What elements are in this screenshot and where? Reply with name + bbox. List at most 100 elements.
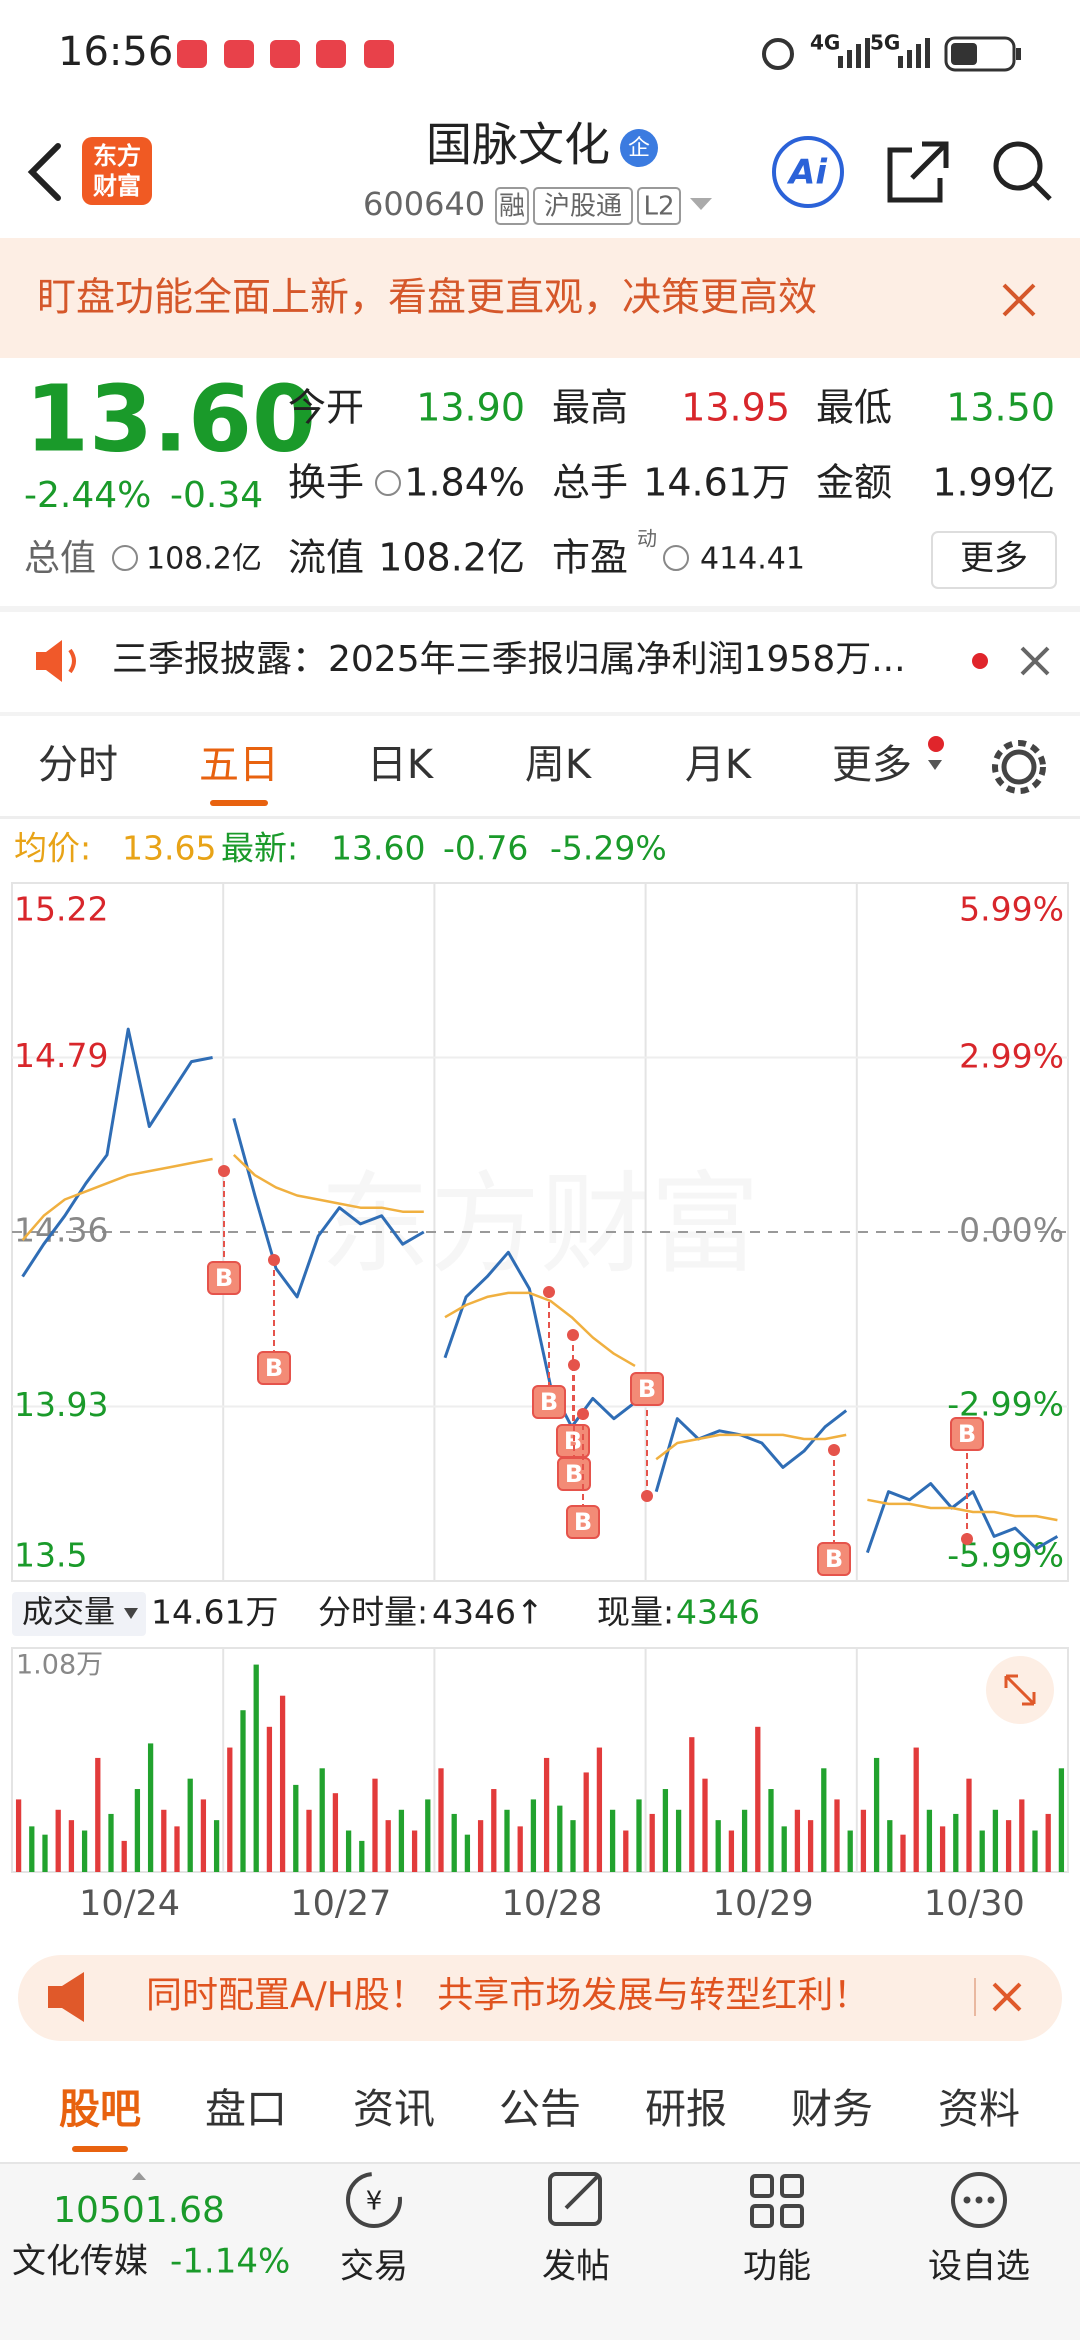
bottom-tab[interactable]: 公告 — [499, 2085, 581, 2133]
info-icon[interactable] — [375, 470, 401, 496]
bottom-tab[interactable]: 财务 — [791, 2085, 873, 2133]
volume-bar — [464, 1834, 471, 1872]
share-button[interactable] — [887, 141, 949, 203]
volume-bar — [715, 1820, 721, 1872]
volume-bar — [385, 1820, 391, 1872]
dropdown-arrow[interactable] — [690, 198, 712, 210]
volume-bar — [1058, 1768, 1065, 1872]
avg-value: 13.65 — [122, 829, 216, 868]
volume-bar — [253, 1664, 259, 1872]
field-label: 流值 — [288, 536, 364, 580]
volume-bar — [557, 1805, 563, 1872]
volume-bar — [306, 1809, 312, 1872]
ai-button[interactable] — [772, 136, 844, 208]
volume-bar — [293, 1784, 299, 1872]
nav-item[interactable]: 发帖 — [542, 2247, 610, 2287]
battery — [944, 36, 1016, 72]
volume-bar — [15, 1799, 22, 1872]
ad-close[interactable] — [992, 1982, 1022, 2012]
marker-box — [817, 1542, 851, 1576]
volume-bar — [319, 1768, 325, 1872]
volume-bar — [345, 1830, 352, 1872]
y-tick-label: 15.22 — [14, 890, 108, 929]
marker-box — [630, 1372, 664, 1406]
bottom-tab[interactable]: 股吧 — [59, 2085, 141, 2133]
volume-bar — [55, 1809, 61, 1872]
volume-bar — [477, 1820, 484, 1872]
banner-close[interactable] — [1002, 283, 1036, 317]
volume-bar — [860, 1809, 867, 1872]
more-button[interactable] — [931, 531, 1057, 589]
x-tick-label: 10/28 — [502, 1884, 603, 1924]
bottom-nav — [0, 2163, 1080, 2340]
search-handle — [1032, 181, 1052, 201]
network-label: 5G — [870, 31, 900, 55]
speaker-icon — [36, 640, 62, 682]
field-label: 总值 — [24, 538, 96, 579]
x-tick-label: 10/29 — [713, 1884, 814, 1924]
tab[interactable]: 周K — [525, 742, 593, 788]
change-pct: -5.29% — [550, 829, 667, 868]
tab-arrow — [928, 760, 942, 770]
ai-label: Ai — [786, 153, 828, 193]
bottom-tab[interactable]: 资料 — [938, 2085, 1020, 2133]
volume-bar — [979, 1830, 985, 1872]
field-label: 市盈 — [552, 536, 628, 580]
bottom-tab[interactable]: 研报 — [645, 2085, 727, 2133]
tab[interactable]: 更多 — [832, 742, 912, 788]
marker-box — [566, 1505, 600, 1539]
volume-bar — [147, 1743, 154, 1872]
volume-bar — [279, 1695, 286, 1872]
tab[interactable]: 日K — [367, 742, 435, 788]
volume-bar — [662, 1789, 669, 1872]
bottom-tab[interactable]: 资讯 — [353, 2085, 435, 2133]
nav-item[interactable]: 功能 — [743, 2247, 811, 2287]
volume-bar — [174, 1826, 180, 1872]
nav-item[interactable]: 交易 — [340, 2247, 408, 2287]
back-button[interactable] — [27, 143, 61, 201]
marker-dot — [641, 1490, 653, 1502]
info-icon[interactable] — [112, 545, 138, 571]
index-arrow — [132, 2172, 146, 2180]
stock-code: 600640 — [363, 185, 485, 223]
last-value: 13.60 — [331, 829, 425, 868]
x-tick-label: 10/30 — [924, 1884, 1025, 1924]
info-icon[interactable] — [663, 545, 689, 571]
volume-bar — [491, 1789, 497, 1872]
field-value: 13.95 — [681, 386, 790, 430]
notice-close[interactable] — [1020, 646, 1050, 676]
nav-item[interactable]: 设自选 — [928, 2247, 1030, 2287]
volume-bar — [887, 1820, 893, 1872]
volume-bar — [29, 1826, 35, 1872]
volume-bar — [134, 1789, 141, 1872]
notice-text[interactable]: 三季报披露：2025年三季报归属净利润1958万... — [112, 639, 906, 680]
volume-bar — [689, 1737, 695, 1872]
search-button[interactable] — [993, 141, 1043, 191]
index-value[interactable]: 10501.68 — [53, 2190, 225, 2231]
volume-bar — [517, 1826, 523, 1872]
volume-selector[interactable] — [12, 1592, 146, 1636]
badge — [620, 129, 658, 167]
ad-banner[interactable] — [18, 1955, 1062, 2041]
volume-bar — [755, 1726, 761, 1872]
tag: 融 — [499, 192, 525, 222]
volume-bar — [675, 1809, 682, 1872]
bottom-tab[interactable]: 盘口 — [205, 2085, 287, 2133]
marker-dot — [268, 1254, 280, 1266]
volume-bar — [913, 1747, 919, 1872]
volume-bar — [794, 1809, 801, 1872]
tab[interactable]: 月K — [685, 742, 753, 788]
volume-bar — [68, 1820, 75, 1872]
tab[interactable]: 五日 — [199, 742, 279, 788]
field-sup: 动 — [637, 527, 657, 551]
volume-bar — [966, 1778, 972, 1872]
tab[interactable]: 分时 — [38, 742, 118, 788]
volume-bar — [121, 1840, 127, 1872]
settings-button[interactable] — [1001, 749, 1037, 785]
volume-bar — [900, 1834, 906, 1872]
field-label: 换手 — [288, 461, 364, 505]
signal-bars — [898, 38, 930, 68]
tag-box — [533, 187, 633, 225]
volume-bar — [81, 1830, 88, 1872]
volume-bar — [108, 1813, 114, 1872]
